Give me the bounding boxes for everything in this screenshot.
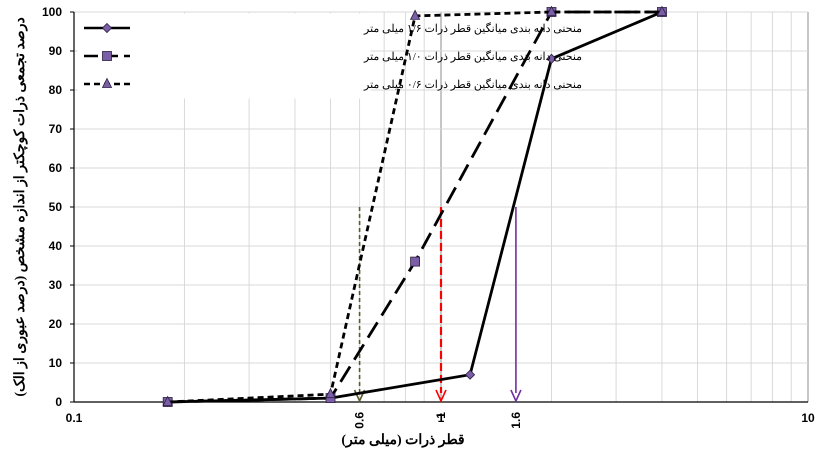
y-tick-label: 80: [49, 83, 63, 97]
x-tick-label: 1: [438, 411, 445, 425]
data-point-triangle: [409, 9, 421, 20]
data-point-triangle: [101, 77, 113, 88]
data-point-square: [102, 51, 112, 61]
annotation-label: 0.6: [353, 412, 367, 429]
y-tick-label: 30: [49, 278, 63, 292]
legend-box: [77, 13, 371, 99]
annotation-arrow-head: [510, 389, 522, 403]
annotation-label: 1: [434, 412, 448, 419]
y-tick-label: 60: [49, 161, 63, 175]
annotation-arrow-head: [435, 389, 447, 403]
annotation-label: 1.6: [509, 412, 523, 429]
x-tick-label: 10: [801, 411, 815, 425]
data-point-triangle: [546, 5, 557, 16]
y-axis-title: درصد تجمعی ذرات کوچکتر از اندازه مشخص (د…: [12, 17, 28, 396]
legend-entry-label: منحنی دانه بندی میانگین قطر ذرات ۰/۶ میل…: [363, 78, 582, 91]
legend-entry-label: منحنی دانه بندی میانگین قطر ذرات ۱/۰ میل…: [363, 50, 582, 63]
y-tick-label: 70: [49, 122, 63, 136]
data-point-square: [410, 256, 420, 267]
y-tick-label: 0: [55, 395, 62, 409]
y-tick-label: 20: [49, 317, 63, 331]
data-point-triangle: [325, 387, 336, 399]
y-tick-label: 90: [49, 44, 63, 58]
legend: منحنی دانه بندی میانگین قطر ذرات ۱/۶ میل…: [77, 13, 582, 99]
legend-entry-label: منحنی دانه بندی میانگین قطر ذرات ۱/۶ میل…: [363, 22, 582, 35]
y-tick-label: 100: [42, 5, 62, 19]
data-point-triangle: [162, 395, 173, 406]
data-point-diamond: [101, 22, 113, 34]
data-point-triangle: [656, 5, 668, 16]
series-lines: [162, 5, 668, 408]
y-tick-label: 50: [49, 200, 63, 214]
data-point-diamond: [464, 369, 476, 380]
y-tick-label: 10: [49, 356, 63, 370]
data-point-diamond: [546, 53, 557, 64]
y-tick-label: 40: [49, 239, 63, 253]
x-axis-title: قطر ذرات (میلی متر): [341, 433, 464, 448]
annotation-arrows: 0.6 1 1.6: [353, 207, 523, 429]
x-tick-label: 0.1: [66, 411, 83, 425]
